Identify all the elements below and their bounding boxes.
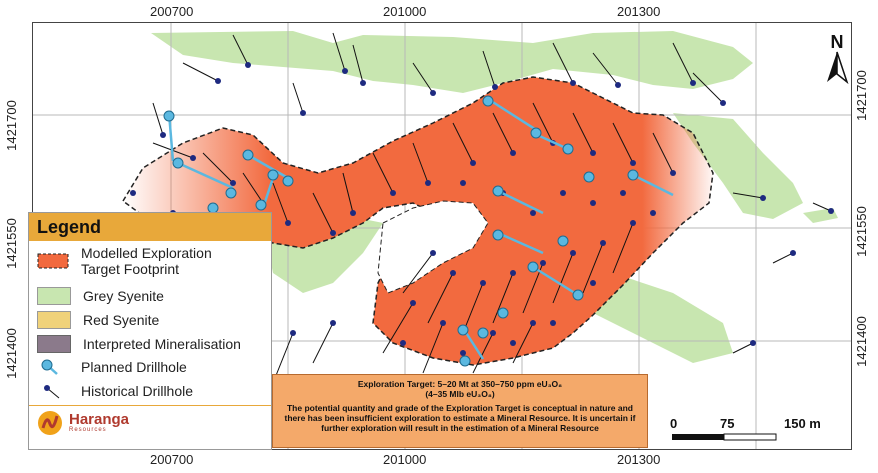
y-tick-right-3: 1421400	[853, 316, 869, 367]
legend-item-red-syenite: Red Syenite	[37, 311, 159, 329]
scale-label-150: 150 m	[784, 416, 821, 431]
y-tick-right-1: 1421700	[853, 70, 869, 121]
historical-drillholes	[152, 32, 832, 384]
y-tick-left-3: 1421400	[3, 328, 19, 379]
x-tick-top-1: 200700	[150, 4, 194, 19]
legend-item-grey-syenite: Grey Syenite	[37, 287, 164, 305]
footprint-swatch-icon	[37, 253, 69, 269]
x-tick-top-3: 201300	[617, 4, 661, 19]
legend-divider	[29, 405, 271, 406]
note-line1: Exploration Target: 5–20 Mt at 350–750 p…	[357, 379, 563, 389]
exploration-target-note: Exploration Target: 5–20 Mt at 350–750 p…	[272, 374, 648, 448]
y-tick-right-2: 1421550	[853, 206, 869, 257]
x-tick-bottom-3: 201300	[617, 452, 661, 467]
north-label: N	[831, 32, 844, 52]
y-tick-left-2: 1421550	[3, 218, 19, 269]
x-tick-bottom-2: 201000	[383, 452, 427, 467]
north-arrow-icon: N	[827, 32, 849, 85]
note-body: The potential quantity and grade of the …	[284, 403, 636, 433]
mineralisation-swatch-icon	[37, 335, 71, 353]
legend-label-mineralisation: Interpreted Mineralisation	[83, 336, 241, 352]
scale-label-75: 75	[720, 416, 734, 431]
legend-item-planned: Planned Drillhole	[37, 359, 187, 375]
footprint-gap	[377, 200, 489, 294]
historical-drillhole-icon	[44, 385, 60, 399]
planned-drillhole-icon	[41, 359, 58, 375]
logo-name: Haranga	[69, 411, 130, 428]
legend-item-footprint: Modelled Exploration Target Footprint	[37, 245, 212, 277]
scale-label-0: 0	[670, 416, 677, 431]
legend-label-red-syenite: Red Syenite	[83, 312, 160, 328]
logo-sub: Resources	[69, 427, 107, 433]
grey-syenite-swatch-icon	[37, 287, 71, 305]
legend-label-footprint-line2: Target Footprint	[81, 261, 180, 277]
x-tick-bottom-1: 200700	[150, 452, 194, 467]
legend: Legend Modelled Exploration Target Footp…	[28, 212, 272, 450]
legend-title: Legend	[29, 213, 271, 241]
red-syenite-swatch-icon	[37, 311, 71, 329]
haranga-logo-icon	[38, 411, 62, 435]
haranga-logo: Haranga Resources	[37, 410, 129, 436]
scale-bar: 0 75 150 m	[670, 416, 821, 441]
note-line2: (4–35 Mlb eU₃O₈)	[425, 389, 495, 399]
legend-label-footprint-line1: Modelled Exploration	[81, 245, 212, 261]
legend-label-grey-syenite: Grey Syenite	[83, 288, 164, 304]
legend-label-planned: Planned Drillhole	[81, 359, 187, 375]
legend-item-historical: Historical Drillhole	[37, 383, 193, 399]
y-tick-left-1: 1421700	[3, 100, 19, 151]
legend-item-mineralisation: Interpreted Mineralisation	[37, 335, 241, 353]
x-tick-top-2: 201000	[383, 4, 427, 19]
legend-label-historical: Historical Drillhole	[81, 383, 194, 399]
planned-drillhole-collars	[163, 95, 639, 367]
